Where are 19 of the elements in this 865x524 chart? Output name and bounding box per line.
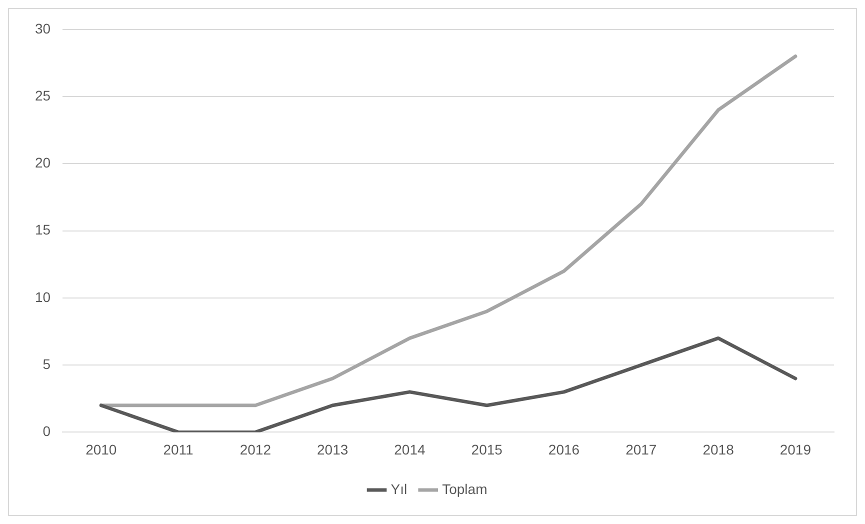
- y-tick-label: 15: [34, 222, 51, 238]
- y-tick-label: 0: [42, 423, 51, 440]
- legend-label: Toplam: [442, 480, 488, 497]
- y-tick-label: 20: [34, 154, 51, 171]
- x-tick-label: 2014: [394, 441, 426, 458]
- y-tick-label: 25: [34, 87, 51, 104]
- y-tick-label: 30: [34, 20, 51, 36]
- x-tick-label: 2015: [471, 441, 503, 458]
- legend-label: Yıl: [390, 480, 408, 497]
- x-tick-label: 2018: [702, 441, 734, 458]
- y-tick-label: 5: [42, 356, 51, 372]
- x-tick-label: 2019: [780, 441, 812, 458]
- y-tick-label: 10: [34, 288, 51, 305]
- x-tick-label: 2013: [316, 441, 348, 458]
- x-tick-label: 2016: [548, 441, 580, 458]
- x-tick-label: 2017: [626, 441, 657, 458]
- x-tick-label: 2010: [86, 441, 117, 458]
- x-tick-label: 2012: [240, 441, 272, 458]
- x-tick-label: 2011: [163, 441, 194, 458]
